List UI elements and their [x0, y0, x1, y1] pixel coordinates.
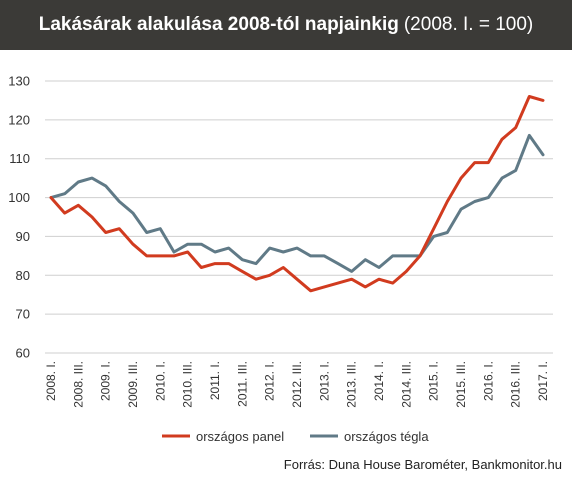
x-tick-label: 2017. I.	[536, 361, 550, 401]
x-tick-label: 2016. III.	[509, 361, 523, 408]
y-tick-label: 100	[8, 190, 30, 205]
x-tick-label: 2015. III.	[454, 361, 468, 408]
x-tick-label: 2016. I.	[481, 361, 495, 401]
x-tick-label: 2010. I.	[153, 361, 167, 401]
legend: országos panel országos tégla	[162, 429, 429, 444]
x-tick-label: 2013. III.	[345, 361, 359, 408]
x-tick-label: 2014. III.	[399, 361, 413, 408]
chart-header: Lakásárak alakulása 2008-tól napjainkig …	[0, 0, 572, 50]
y-tick-label: 120	[8, 112, 30, 127]
y-axis: 60 70 80 90 100 110 120 130	[8, 74, 30, 361]
series-lines	[49, 95, 545, 293]
y-tick-label: 90	[16, 229, 30, 244]
x-tick-label: 2012. I.	[263, 361, 277, 401]
x-tick-label: 2015. I.	[427, 361, 441, 401]
x-tick-label: 2009. I.	[99, 361, 113, 401]
x-tick-label: 2008. I.	[44, 361, 58, 401]
legend-label: országos panel	[196, 429, 284, 444]
x-axis: 2008. I. 2008. III. 2009. I. 2009. III. 2010…	[44, 361, 550, 408]
source-note: Forrás: Duna House Barométer, Bankmonito…	[284, 457, 562, 472]
x-tick-label: 2014. I.	[372, 361, 386, 401]
chart-area: 60 70 80 90 100 110 120 130 2008. I. 2008. III. 2…	[0, 50, 572, 477]
x-tick-label: 2010. III.	[181, 361, 195, 408]
chart-title: Lakásárak alakulása 2008-tól napjainkig	[38, 14, 399, 35]
x-tick-label: 2013. I.	[317, 361, 331, 401]
y-tick-label: 70	[16, 307, 30, 322]
chart-subtitle: (2008. I. = 100)	[403, 14, 534, 35]
x-tick-label: 2011. I.	[208, 361, 222, 400]
grid-lines	[45, 80, 553, 354]
legend-label: országos tégla	[344, 429, 429, 444]
x-tick-label: 2009. III.	[126, 361, 140, 408]
y-tick-label: 60	[16, 346, 30, 361]
y-tick-label: 130	[8, 74, 30, 89]
x-tick-label: 2012. III.	[290, 361, 304, 408]
series-line-panel	[49, 95, 545, 293]
x-tick-label: 2011. III.	[235, 361, 249, 407]
y-tick-label: 80	[16, 268, 30, 283]
series-line-tegla	[49, 133, 545, 273]
y-tick-label: 110	[9, 151, 30, 166]
x-tick-label: 2008. III.	[71, 361, 85, 408]
